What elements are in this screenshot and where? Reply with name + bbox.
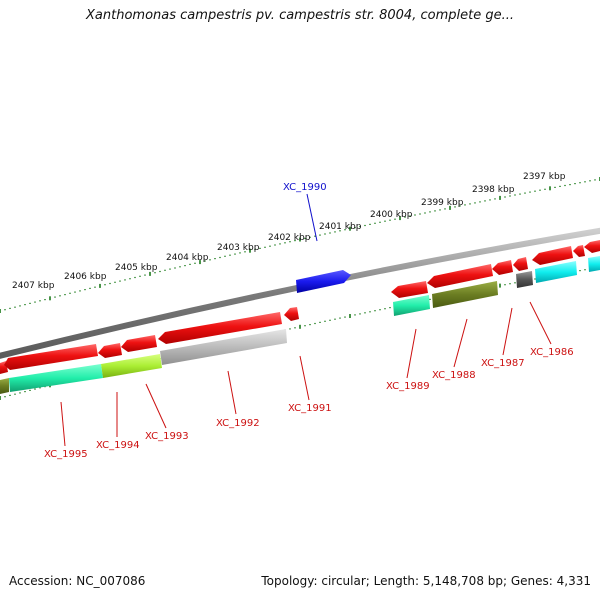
ruler-label: 2404 kbp — [166, 253, 209, 263]
gene-arrow[interactable] — [492, 260, 513, 275]
gene-label[interactable]: XC_1993 — [145, 431, 189, 442]
gene-label[interactable]: XC_1986 — [530, 347, 574, 358]
gene-arrow[interactable] — [121, 335, 157, 352]
gene-arrow[interactable] — [513, 257, 528, 271]
map-title: Xanthomonas campestris pv. campestris st… — [86, 8, 514, 23]
gene-arrow[interactable] — [532, 246, 573, 265]
ruler-label: 2401 kbp — [319, 222, 362, 232]
ruler-label: 2398 kbp — [472, 185, 515, 195]
ruler-label: 2399 kbp — [421, 198, 464, 208]
ruler-label: 2407 kbp — [12, 281, 55, 291]
label-leaders — [60, 193, 552, 447]
cog-block[interactable] — [588, 256, 600, 272]
ruler-label: 2402 kbp — [268, 233, 311, 243]
gene-arrow[interactable] — [427, 264, 493, 288]
gene-arrow[interactable] — [584, 240, 600, 253]
ruler-label: 2405 kbp — [115, 263, 158, 273]
gene-label[interactable]: XC_1988 — [432, 370, 476, 381]
gene-label[interactable]: XC_1987 — [481, 358, 525, 369]
gene-label[interactable]: XC_1995 — [44, 449, 88, 460]
gene-arrow[interactable] — [391, 281, 428, 298]
genome-summary-text: Topology: circular; Length: 5,148,708 bp… — [261, 574, 591, 588]
reverse-gene-track — [0, 240, 600, 374]
cog-block[interactable] — [516, 271, 533, 288]
accession-text: Accession: NC_007086 — [9, 574, 146, 588]
gene-arrow[interactable] — [573, 245, 585, 257]
gene-label[interactable]: XC_1992 — [216, 418, 260, 429]
gene-arrow[interactable] — [98, 343, 122, 358]
gene-label-blue[interactable]: XC_1990 — [283, 182, 327, 193]
gene-arrow[interactable] — [4, 344, 98, 370]
gene-arrow[interactable] — [158, 312, 282, 344]
gene-label[interactable]: XC_1989 — [386, 381, 430, 392]
cog-block[interactable] — [9, 364, 103, 392]
outer-ruler-ticks — [0, 177, 600, 313]
gene-label[interactable]: XC_1991 — [288, 403, 332, 414]
ruler-label: 2406 kbp — [64, 272, 107, 282]
cog-block[interactable] — [101, 354, 162, 378]
cog-block[interactable] — [432, 281, 498, 308]
ruler-label: 2400 kbp — [370, 210, 413, 220]
cog-block[interactable] — [535, 261, 577, 283]
cog-block[interactable] — [393, 295, 430, 316]
ruler-label: 2403 kbp — [217, 243, 260, 253]
gene-label[interactable]: XC_1994 — [96, 440, 140, 451]
cog-block[interactable] — [160, 329, 287, 365]
cog-block[interactable] — [0, 378, 9, 394]
ruler-label: 2397 kbp — [523, 172, 566, 182]
genome-backbone — [0, 227, 600, 359]
gene-arrow-forward[interactable] — [296, 270, 351, 293]
gene-arrow[interactable] — [284, 307, 299, 321]
cog-category-track — [0, 256, 600, 394]
